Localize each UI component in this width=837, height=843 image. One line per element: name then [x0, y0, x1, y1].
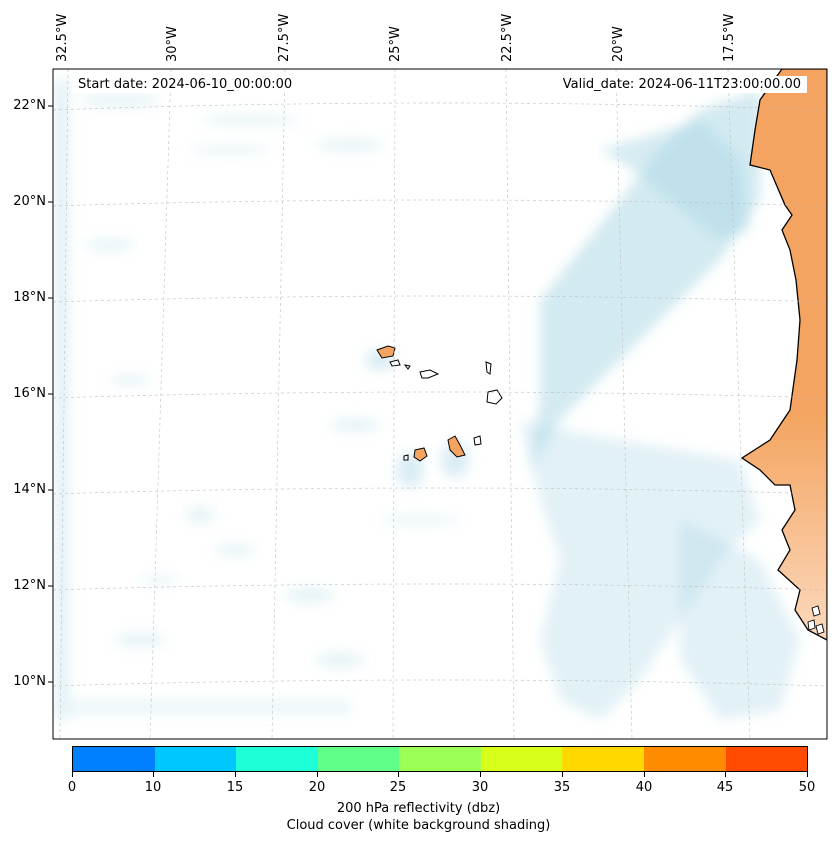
lon-label-32-5w: 32.5°W [55, 13, 70, 62]
island-sal [485, 361, 492, 375]
lon-label-22-5w: 22.5°W [500, 13, 515, 62]
west-africa-coast [740, 69, 827, 641]
lat-label-16n: 16°N [13, 386, 46, 401]
colorbar-segment [480, 747, 563, 771]
lon-label-30w: 30°W [165, 26, 180, 62]
gridlines [53, 69, 827, 739]
colorbar-title: 200 hPa reflectivity (dbz) [336, 801, 501, 816]
colorbar-segment [725, 747, 808, 771]
lon-label-20w: 20°W [611, 26, 626, 62]
lat-label-14n: 14°N [13, 482, 46, 497]
lon-label-17-5w: 17.5°W [722, 13, 737, 62]
colorbar-subtitle: Cloud cover (white background shading) [286, 818, 551, 833]
colorbar-tick-label: 50 [798, 780, 816, 795]
land-layer [376, 69, 827, 641]
island-boa-vista [486, 389, 503, 405]
map-area [53, 69, 827, 739]
colorbar-segment [154, 747, 237, 771]
map-frame [52, 68, 828, 740]
colorbar-tick-label: 10 [144, 780, 162, 795]
colorbar-tick-label: 25 [389, 780, 407, 795]
valid-date-label: Valid_date: 2024-06-11T23:00:00.00 [556, 76, 807, 93]
colorbar-segment [317, 747, 400, 771]
lon-label-25w: 25°W [388, 26, 403, 62]
island-maio [473, 435, 482, 446]
colorbar-segment [73, 747, 155, 771]
colorbar-tick-label: 15 [226, 780, 244, 795]
reflectivity-colorbar [72, 746, 808, 772]
colorbar-segment [643, 747, 726, 771]
colorbar-segment [399, 747, 481, 771]
lat-label-20n: 20°N [13, 194, 46, 209]
island-santa-luzia [403, 364, 411, 370]
colorbar-tick-label: 20 [308, 780, 326, 795]
colorbar-tick-label: 30 [471, 780, 489, 795]
lat-label-18n: 18°N [13, 290, 46, 305]
colorbar-tick-label: 45 [716, 780, 734, 795]
bijagos-islands [807, 605, 825, 635]
start-date-label: Start date: 2024-06-10_00:00:00 [72, 76, 299, 93]
lat-label-10n: 10°N [13, 674, 46, 689]
island-sao-nicolau [419, 369, 440, 379]
island-fogo [413, 447, 428, 462]
island-sao-vicente [389, 359, 401, 367]
island-brava [403, 454, 409, 461]
colorbar-segment [236, 747, 318, 771]
colorbar-tick-label: 40 [635, 780, 653, 795]
cloud-cover-layer [55, 80, 800, 720]
colorbar-segment [562, 747, 644, 771]
island-santiago [447, 435, 466, 458]
lat-label-22n: 22°N [13, 98, 46, 113]
colorbar-tick-label: 0 [67, 780, 77, 795]
lat-label-12n: 12°N [13, 578, 46, 593]
colorbar-tick-label: 35 [553, 780, 571, 795]
lon-label-27-5w: 27.5°W [277, 13, 292, 62]
